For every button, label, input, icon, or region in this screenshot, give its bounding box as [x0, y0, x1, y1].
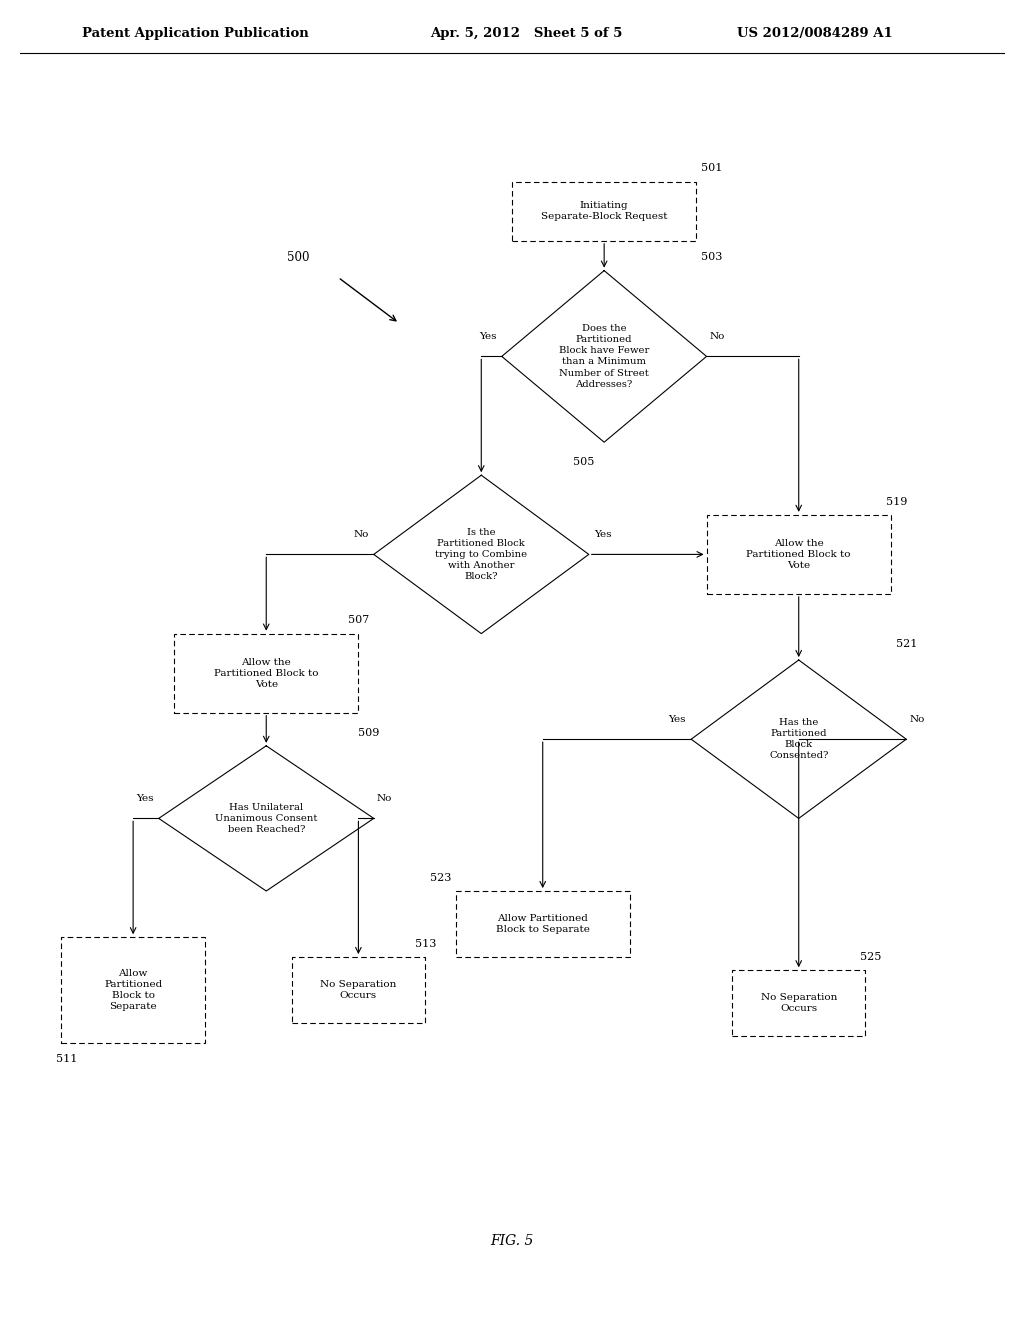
Text: Has the
Partitioned
Block
Consented?: Has the Partitioned Block Consented?: [769, 718, 828, 760]
Text: 503: 503: [701, 252, 723, 263]
Text: Allow the
Partitioned Block to
Vote: Allow the Partitioned Block to Vote: [746, 539, 851, 570]
FancyBboxPatch shape: [174, 634, 358, 713]
Text: Is the
Partitioned Block
trying to Combine
with Another
Block?: Is the Partitioned Block trying to Combi…: [435, 528, 527, 581]
Text: 507: 507: [348, 615, 370, 626]
Text: 525: 525: [860, 952, 882, 962]
Text: FIG. 5: FIG. 5: [490, 1234, 534, 1247]
Text: 501: 501: [701, 164, 723, 173]
Text: Yes: Yes: [136, 795, 154, 803]
Text: Yes: Yes: [594, 531, 611, 539]
FancyBboxPatch shape: [292, 957, 425, 1023]
FancyBboxPatch shape: [456, 891, 630, 957]
Text: 509: 509: [358, 727, 380, 738]
FancyBboxPatch shape: [61, 937, 205, 1043]
Text: No: No: [377, 795, 392, 803]
Text: Allow Partitioned
Block to Separate: Allow Partitioned Block to Separate: [496, 913, 590, 935]
FancyBboxPatch shape: [732, 970, 865, 1036]
FancyBboxPatch shape: [512, 181, 696, 240]
Text: Yes: Yes: [479, 333, 497, 341]
Text: No: No: [909, 715, 925, 723]
Text: Has Unilateral
Unanimous Consent
been Reached?: Has Unilateral Unanimous Consent been Re…: [215, 803, 317, 834]
Text: 505: 505: [573, 457, 595, 467]
Text: 519: 519: [886, 496, 907, 507]
Text: No Separation
Occurs: No Separation Occurs: [321, 979, 396, 1001]
Text: 511: 511: [56, 1053, 77, 1064]
Text: No: No: [353, 531, 369, 539]
Text: No: No: [710, 333, 725, 341]
FancyBboxPatch shape: [707, 515, 891, 594]
Text: 521: 521: [896, 639, 918, 649]
Text: No Separation
Occurs: No Separation Occurs: [761, 993, 837, 1014]
Text: 513: 513: [415, 939, 436, 949]
Text: Allow the
Partitioned Block to
Vote: Allow the Partitioned Block to Vote: [214, 657, 318, 689]
Text: Patent Application Publication: Patent Application Publication: [82, 26, 308, 40]
Text: Allow
Partitioned
Block to
Separate: Allow Partitioned Block to Separate: [104, 969, 162, 1011]
Text: Does the
Partitioned
Block have Fewer
than a Minimum
Number of Street
Addresses?: Does the Partitioned Block have Fewer th…: [559, 325, 649, 388]
Text: 523: 523: [430, 873, 452, 883]
Text: Yes: Yes: [669, 715, 686, 723]
Text: 500: 500: [287, 251, 309, 264]
Text: Initiating
Separate-Block Request: Initiating Separate-Block Request: [541, 201, 668, 222]
Text: US 2012/0084289 A1: US 2012/0084289 A1: [737, 26, 893, 40]
Text: Apr. 5, 2012   Sheet 5 of 5: Apr. 5, 2012 Sheet 5 of 5: [430, 26, 623, 40]
